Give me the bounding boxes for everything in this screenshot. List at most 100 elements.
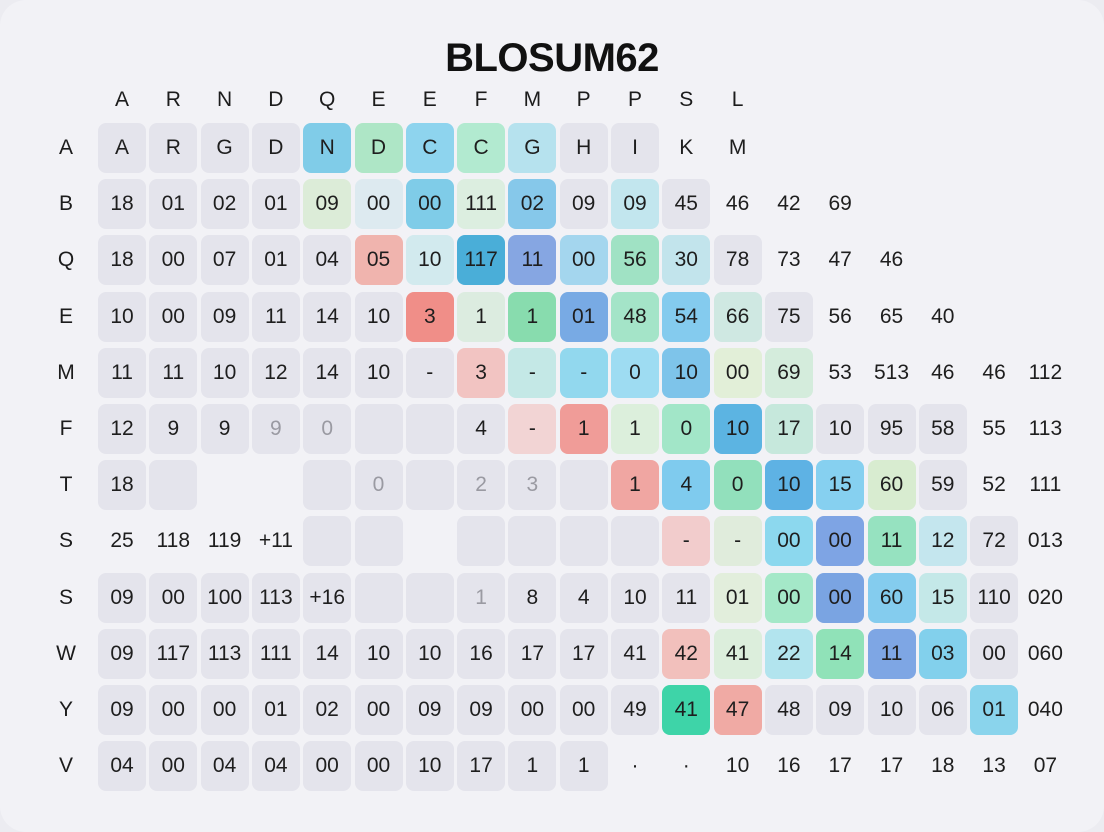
heatmap-cell: G xyxy=(200,123,249,173)
heatmap-cell: 65 xyxy=(879,304,904,328)
heatmap-cell: 18 xyxy=(98,235,146,286)
heatmap-cell: 9 xyxy=(149,404,198,454)
heatmap-cell xyxy=(354,516,403,567)
heatmap-cell: 00 xyxy=(149,572,198,623)
heatmap-cell: G xyxy=(508,123,557,173)
heatmap-cell: 2 xyxy=(457,460,506,511)
heatmap-cell: 17 xyxy=(879,754,904,778)
heatmap-cell: 00 xyxy=(149,291,198,342)
heatmap-cell: 3 xyxy=(508,460,557,511)
heatmap-cell: 03 xyxy=(918,628,967,679)
heatmap-cell: 1 xyxy=(611,460,659,511)
heatmap-cell: 01 xyxy=(713,572,762,623)
heatmap-cell: 00 xyxy=(354,741,403,792)
heatmap-cell: 10 xyxy=(725,754,750,778)
heatmap-cell: 10 xyxy=(354,291,403,342)
heatmap-cell: 10 xyxy=(867,685,916,735)
heatmap-cell xyxy=(149,460,198,511)
heatmap-cell: 09 xyxy=(611,179,659,230)
heatmap-cell: 17 xyxy=(828,754,852,778)
heatmap-cell: 1 xyxy=(457,572,506,623)
heatmap-cell: 11 xyxy=(662,572,711,623)
heatmap-cell xyxy=(508,516,557,567)
heatmap-cell: 48 xyxy=(611,291,659,342)
heatmap-cell: 00 xyxy=(149,741,198,792)
heatmap-cell: 04 xyxy=(200,741,249,792)
heatmap-cell: 12 xyxy=(918,516,967,567)
heatmap-cell: 17 xyxy=(559,628,608,679)
heatmap-cell: 3 xyxy=(457,347,506,398)
heatmap-cell: 18 xyxy=(98,179,146,230)
heatmap-cell: 18 xyxy=(931,754,955,778)
heatmap-cell: 00 xyxy=(303,741,352,792)
heatmap-cell: 30 xyxy=(662,235,711,286)
column-label: R xyxy=(165,88,181,111)
heatmap-cell: · xyxy=(631,754,639,778)
heatmap-cell xyxy=(559,516,608,567)
row-label: W xyxy=(56,641,76,665)
heatmap-cell xyxy=(611,516,659,567)
heatmap-cell: N xyxy=(303,123,352,173)
heatmap-cell: C xyxy=(405,123,454,173)
row-label: E xyxy=(58,304,73,328)
heatmap-cell: · xyxy=(682,754,690,778)
heatmap-cell: 9 xyxy=(200,404,249,454)
column-label: F xyxy=(474,88,488,111)
heatmap-cell xyxy=(354,572,403,623)
heatmap-cell: 10 xyxy=(405,235,454,286)
heatmap-cell xyxy=(405,460,454,511)
heatmap-cell: 00 xyxy=(200,685,249,735)
heatmap-cell: 10 xyxy=(713,404,762,454)
heatmap-cell: 0 xyxy=(662,404,711,454)
heatmap-cell: 0 xyxy=(354,460,403,511)
heatmap-cell: 45 xyxy=(662,179,711,230)
heatmap-cell: 58 xyxy=(918,404,967,454)
heatmap-cell: D xyxy=(354,123,403,173)
heatmap-cell: 113 xyxy=(1028,417,1063,440)
heatmap-cell: 46 xyxy=(931,360,955,384)
row-label: M xyxy=(57,360,75,384)
heatmap-cell: 113 xyxy=(200,628,249,679)
heatmap-cell: 42 xyxy=(777,192,801,216)
heatmap-cell: 1 xyxy=(559,404,608,454)
heatmap-cell: 09 xyxy=(200,291,249,342)
heatmap-cell: 8 xyxy=(508,572,557,623)
heatmap-cell: 18 xyxy=(98,460,146,511)
column-label: Q xyxy=(319,88,336,111)
heatmap-cell: 02 xyxy=(508,179,557,230)
heatmap-cell: 56 xyxy=(611,235,659,286)
column-label: E xyxy=(371,88,386,111)
heatmap-cell: 00 xyxy=(508,685,557,735)
heatmap-cell: 41 xyxy=(713,628,762,679)
heatmap-cell: C xyxy=(457,123,506,173)
heatmap-cell: 02 xyxy=(303,685,352,735)
heatmap-cell: 53 xyxy=(828,360,852,384)
heatmap-cell: 42 xyxy=(662,628,711,679)
heatmap-cell: 10 xyxy=(354,347,403,398)
heatmap-cell: 05 xyxy=(354,235,403,286)
heatmap-cell: 17 xyxy=(457,741,506,792)
heatmap-cell: 15 xyxy=(816,460,865,511)
heatmap-cell: 09 xyxy=(98,572,146,623)
heatmap-cell: 00 xyxy=(559,685,608,735)
heatmap-cell: 49 xyxy=(611,685,659,735)
column-label: A xyxy=(114,88,129,111)
heatmap-cell: I xyxy=(611,123,659,173)
heatmap-cell: 10 xyxy=(405,741,454,792)
heatmap-cell xyxy=(457,516,506,567)
heatmap-cell: 09 xyxy=(457,685,506,735)
heatmap-cell: 110 xyxy=(970,572,1019,623)
heatmap-cell: 4 xyxy=(559,572,608,623)
heatmap-cell xyxy=(303,460,352,511)
heatmap-cell: 95 xyxy=(867,404,916,454)
heatmap-cell: 00 xyxy=(713,347,762,398)
heatmap-cell: 14 xyxy=(303,628,352,679)
heatmap-cell: +11 xyxy=(258,529,293,553)
heatmap-cell: 10 xyxy=(662,347,711,398)
heatmap-cell: 69 xyxy=(764,347,813,398)
heatmap-cell xyxy=(405,572,454,623)
heatmap-cell: 118 xyxy=(156,529,191,553)
column-label: N xyxy=(217,88,233,111)
heatmap-cell xyxy=(303,516,352,567)
